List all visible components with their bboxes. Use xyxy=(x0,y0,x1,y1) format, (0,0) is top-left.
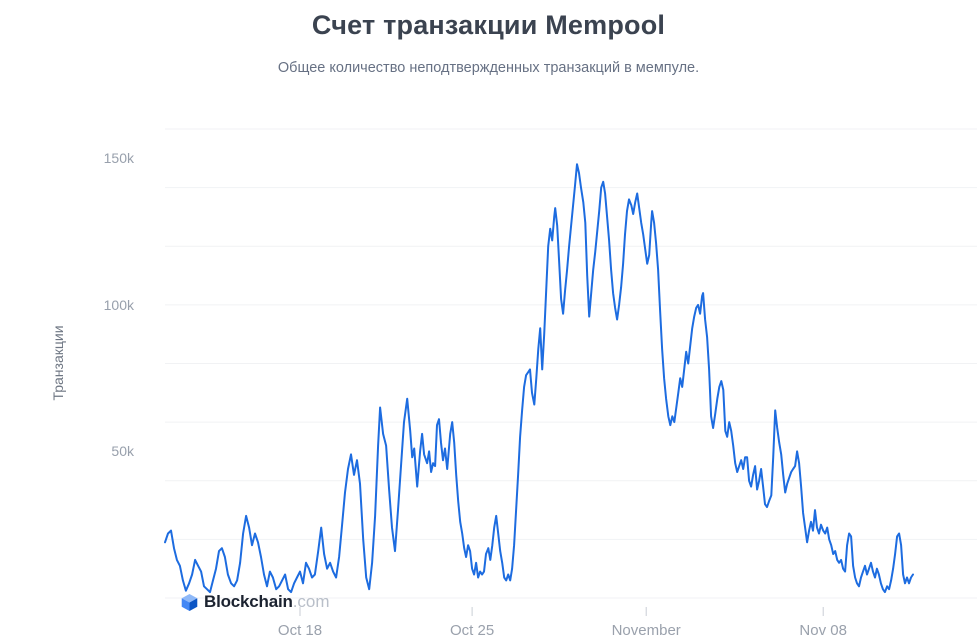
x-tick-label: Oct 18 xyxy=(277,622,323,639)
x-tick-label: Nov 08 xyxy=(799,622,847,639)
y-tick-label: 150k xyxy=(103,150,134,167)
blockchain-logo[interactable]: Blockchain.com xyxy=(181,592,330,612)
x-tick-label: Oct 25 xyxy=(450,622,495,639)
page-title: Счет транзакции Mempool xyxy=(311,10,666,40)
mempool-series-line xyxy=(164,163,914,594)
x-tick-label: November xyxy=(611,622,681,639)
y-tick-label: 50k xyxy=(111,443,134,460)
page-subtitle: Общее количество неподтвержденных транза… xyxy=(277,60,700,76)
y-tick-label: 100k xyxy=(103,296,134,313)
brand-name: Blockchain xyxy=(204,592,293,611)
brand-suffix: .com xyxy=(292,592,330,611)
blockchain-cube-icon xyxy=(181,593,198,611)
